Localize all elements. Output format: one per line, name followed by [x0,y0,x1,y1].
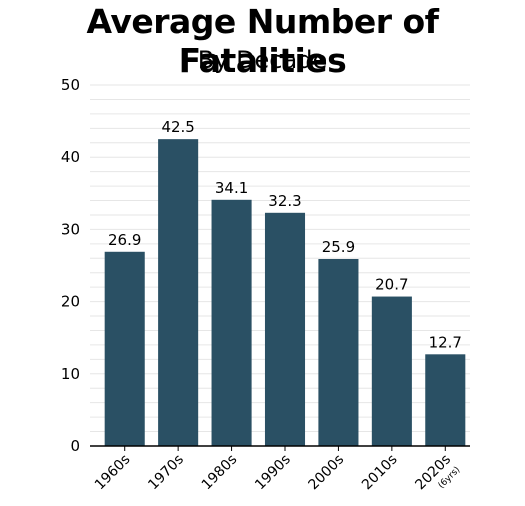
x-tick-label: 2010s [359,452,401,494]
x-tick-label: 1960s [92,452,134,494]
x-tick-label: 2000s [306,452,348,494]
y-tick-label: 10 [61,365,80,383]
y-tick-label: 0 [70,437,80,455]
data-label: 42.5 [161,118,194,136]
y-tick-label: 30 [61,220,80,238]
data-label: 25.9 [322,238,355,256]
chart-subtitle: By Decade [197,46,328,74]
x-axis: 1960s 1970s 1980s 1990s 2000s 2010s 2020s(6yrs… [90,445,470,494]
y-tick-label: 40 [61,148,80,166]
y-axis: 0 10 20 30 40 50 [61,76,80,455]
bar [104,251,145,446]
bar [425,354,466,446]
data-label: 32.3 [268,192,301,210]
bar [211,199,252,446]
data-label: 26.9 [108,231,141,249]
bar [264,212,306,446]
y-tick-label: 20 [61,293,80,311]
y-tick-label: 50 [61,76,80,94]
bar [371,296,412,446]
data-label: 12.7 [429,333,462,351]
x-tick-label: 1990s [252,452,294,494]
chart-title: Average Number of Fatalities [86,2,439,80]
bars: 26.9 42.5 34.1 32.3 25.9 20.7 12.7 [104,118,466,446]
data-label: 20.7 [375,276,408,294]
data-label: 34.1 [215,179,248,197]
x-tick-label: 1980s [199,452,241,494]
bar [318,259,359,446]
x-tick-label: 1970s [145,452,187,494]
bar [158,139,199,446]
